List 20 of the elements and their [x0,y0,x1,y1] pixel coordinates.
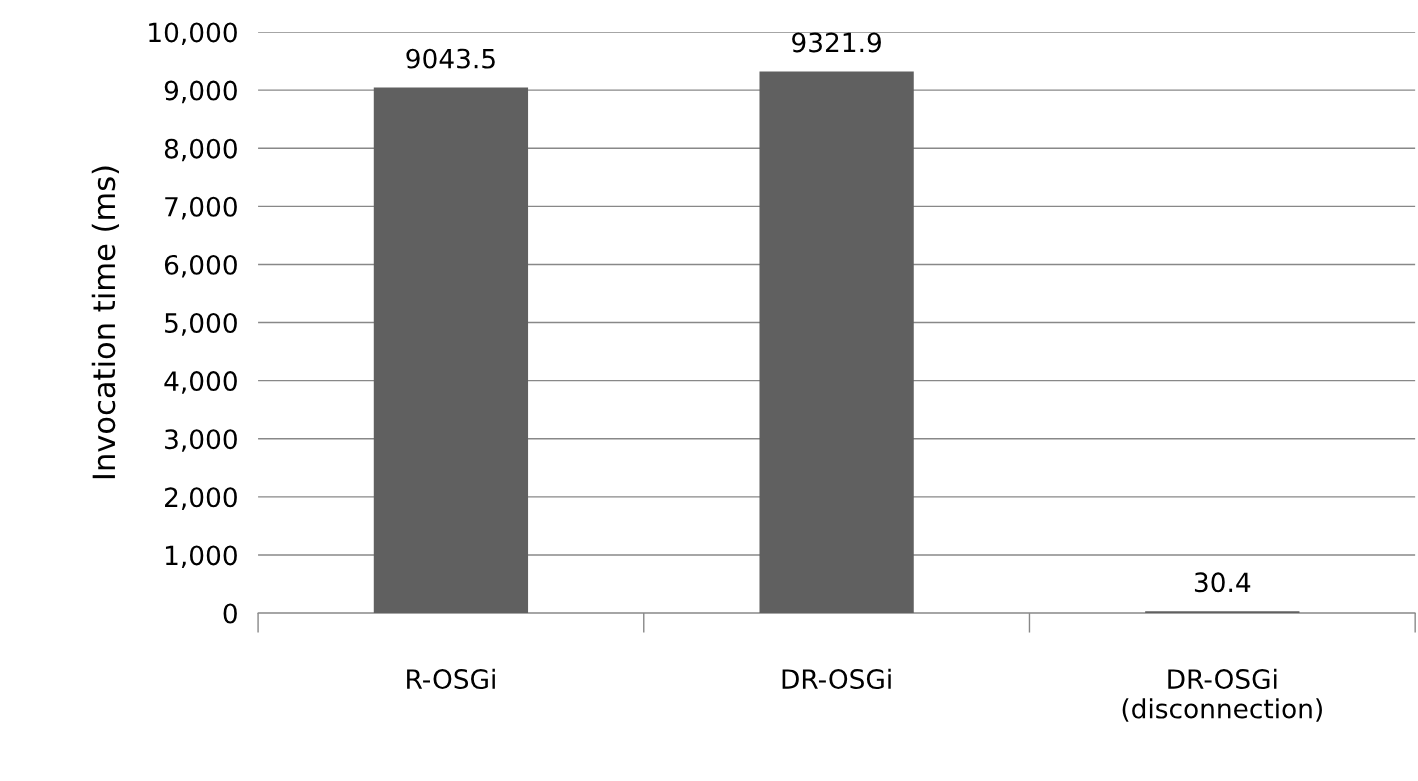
data-label: 30.4 [1194,572,1251,593]
x-tick-label: R-OSGi [407,668,495,690]
y-tick-label: 2,000 [165,487,237,510]
x-tick-label: DR-OSGi [782,668,891,690]
y-tick-label: 4,000 [164,371,237,394]
y-tick-label: 10,000 [149,22,237,46]
y-tick-label: 7,000 [165,196,237,220]
y-tick-label: 8,000 [164,138,237,162]
bar [759,71,914,614]
y-tick-label: 9,000 [164,80,237,104]
data-label: 9321.9 [792,32,881,53]
y-tick-label: 5,000 [165,312,237,336]
y-tick-label: 3,000 [165,429,237,452]
y-tick-label: 6,000 [164,254,237,278]
y-axis-title: Invocation time (ms) [91,166,119,479]
bar [373,87,529,614]
y-tick-label: 1,000 [165,545,237,569]
data-label: 9043.5 [406,48,495,69]
y-tick-label: 0 [223,603,237,624]
x-tick-label: DR-OSGi (disconnection) [1122,668,1322,722]
